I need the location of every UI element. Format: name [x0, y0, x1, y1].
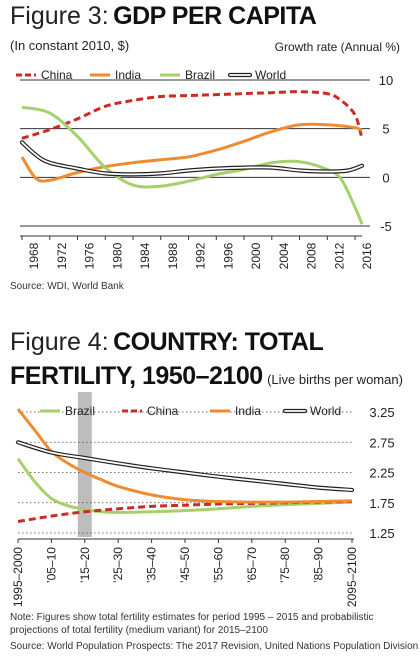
fertility-brazil-line [16, 457, 353, 514]
gdp-xtick-label: 2008 [305, 242, 319, 269]
gdp-legend-china-label: China [41, 68, 73, 82]
gdp-brazil-line [21, 105, 364, 225]
fertility-xtick-label: 1995–2000 [11, 547, 25, 607]
gdp-xtick-label: 1984 [138, 242, 152, 269]
gdp-china-line [21, 90, 364, 140]
figure-4-note-1: Note: Figures show total fertility estim… [10, 612, 374, 623]
gdp-xtick-label: 1996 [221, 242, 235, 269]
fertility-ytick-label: 2.25 [369, 466, 394, 481]
gdp-world-line-inner [21, 141, 363, 176]
gdp-legend-brazil-label: Brazil [185, 68, 215, 82]
gdp-xtick-label: 1976 [83, 242, 97, 269]
gdp-xtick-label: 1972 [55, 242, 69, 269]
gdp-ytick-label: -5 [380, 219, 392, 234]
gdp-legend-india-label: India [115, 68, 141, 82]
fertility-legend-india-label: India [235, 404, 261, 418]
gdp-world-line [19, 140, 365, 177]
figure-4-title-line1: Figure 4: COUNTRY: TOTAL [10, 328, 324, 357]
figure-4-note-2: projections of total fertility (medium v… [10, 625, 268, 636]
fertility-xtick-label: ’85–90 [312, 547, 326, 583]
gdp-xtick-label: 2012 [332, 242, 346, 269]
fertility-xtick-label: ’35–40 [145, 547, 159, 583]
gdp-xtick-label: 2004 [277, 242, 291, 269]
figure-4-source: Source: World Population Prospects: The … [10, 641, 419, 652]
figure-4-label: Figure 4: [10, 328, 109, 356]
gdp-ytick-label: 10 [379, 73, 393, 88]
fertility-world-line [15, 440, 355, 493]
gdp-xtick-label: 1992 [194, 242, 208, 269]
figure-4-title-text-2: FERTILITY, 1950–2100 [10, 362, 263, 390]
figure-3-ylabel: Growth rate (Annual %) [274, 40, 400, 54]
gdp-ytick-label: 0 [382, 170, 389, 185]
gdp-xtick-label: 1988 [166, 242, 180, 269]
figure-3-subtitle: (In constant 2010, $) [10, 38, 130, 53]
gdp-chart: 10 5 0 -5 1968 1972 1976 1980 1984 1988 1992 1996 20… [16, 68, 393, 269]
fertility-xtick-label: ’55–60 [211, 547, 225, 583]
fertility-xtick-label: ’05–10 [44, 547, 58, 583]
fertility-xtick-label: ’75–80 [278, 547, 292, 583]
gdp-xtick-label: 2016 [360, 242, 374, 269]
gdp-xtick-label: 1968 [27, 242, 41, 269]
gdp-legend-world-label: World [255, 68, 286, 82]
figure-3-source: Source: WDI, World Bank [10, 281, 124, 292]
figure-4: Figure 4: COUNTRY: TOTAL FERTILITY, 1950… [0, 326, 420, 662]
figure-4-title-line2: FERTILITY, 1950–2100 (Live births per wo… [10, 362, 403, 391]
fertility-xtick-label: 2095–2100 [345, 547, 359, 607]
fertility-ytick-label: 3.25 [369, 405, 394, 420]
fertility-world-line-outer [15, 440, 355, 493]
figure-3-title-text: GDP PER CAPITA [113, 2, 317, 30]
fertility-ytick-label: 1.25 [369, 526, 394, 541]
fertility-xtick-label: ’45–50 [178, 547, 192, 583]
fertility-ytick-label: 2.75 [369, 435, 394, 450]
fertility-legend-china-label: China [147, 404, 179, 418]
figure-4-title-text-1: COUNTRY: TOTAL [113, 328, 324, 356]
fertility-xtick-label: ’25–30 [111, 547, 125, 583]
fertility-ytick-label: 1.75 [369, 496, 394, 511]
fertility-legend-world-label: World [310, 404, 341, 418]
figure-4-subtitle: (Live births per woman) [267, 372, 403, 387]
gdp-ytick-label: 5 [382, 122, 389, 137]
fertility-highlight-band [77, 392, 92, 537]
gdp-india-line [20, 122, 363, 183]
fertility-chart: 3.25 2.75 2.25 1.75 1.25 1995–2000 ’05–10 ’15–2… [11, 392, 395, 607]
fertility-xtick-label: ’15–20 [78, 547, 92, 583]
fertility-xtick-label: ’65–70 [245, 547, 259, 583]
figure-3-title: Figure 3: GDP PER CAPITA [10, 2, 317, 31]
fertility-world-line-inner [17, 441, 353, 491]
figure-3: Figure 3: GDP PER CAPITA (In constant 20… [0, 0, 420, 300]
fertility-legend-brazil-label: Brazil [65, 404, 95, 418]
gdp-xtick-label: 2000 [249, 242, 263, 269]
gdp-xtick-label: 1980 [110, 242, 124, 269]
figure-3-label: Figure 3: [10, 2, 109, 30]
